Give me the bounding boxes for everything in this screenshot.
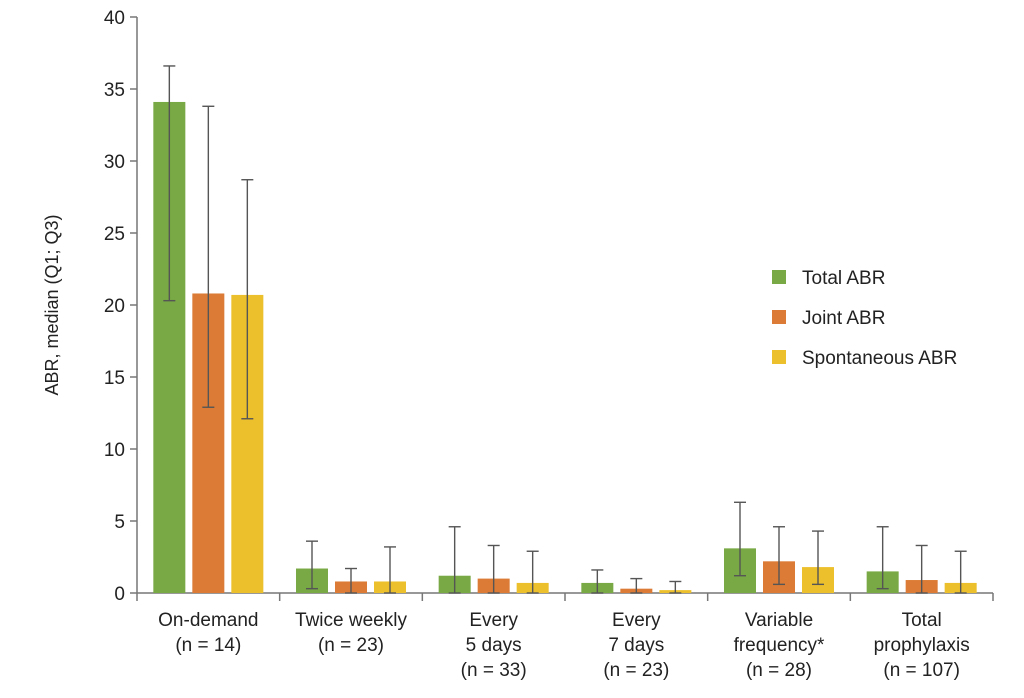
y-tick-label: 5 — [114, 512, 125, 533]
x-category-label: (n = 107) — [883, 660, 960, 681]
x-category-label: 5 days — [466, 635, 522, 656]
x-category-label: (n = 23) — [603, 660, 669, 681]
x-category-label: Every — [612, 610, 661, 631]
legend-swatch — [772, 270, 786, 284]
category-labels: On-demand (n = 14) Twice weekly (n = 23) Eve… — [158, 610, 970, 681]
x-axis — [136, 592, 994, 601]
y-tick-label: 10 — [104, 440, 125, 461]
error-bars-group — [163, 65, 967, 594]
legend-label: Joint ABR — [802, 308, 885, 329]
legend-label: Spontaneous ABR — [802, 348, 957, 369]
y-tick-label: 15 — [104, 368, 125, 389]
y-axis-title: ABR, median (Q1; Q3) — [42, 214, 62, 395]
x-category-label: frequency* — [734, 635, 825, 656]
x-category-label: (n = 28) — [746, 660, 812, 681]
legend-swatch — [772, 310, 786, 324]
y-tick-label: 25 — [104, 224, 125, 245]
y-tick-label: 35 — [104, 80, 125, 101]
y-tick-label: 20 — [104, 296, 125, 317]
x-category-label: On-demand — [158, 610, 258, 631]
x-category-label: (n = 14) — [175, 635, 241, 656]
y-tick-label: 40 — [104, 8, 125, 29]
x-category-label: prophylaxis — [874, 635, 970, 656]
x-category-label: Variable — [745, 610, 813, 631]
x-category-label: Total — [902, 610, 942, 631]
legend: Total ABR Joint ABR Spontaneous ABR — [772, 268, 957, 369]
x-category-label: 7 days — [608, 635, 664, 656]
y-tick-label: 0 — [114, 584, 125, 605]
x-category-label: Every — [469, 610, 518, 631]
x-category-label: (n = 33) — [461, 660, 527, 681]
x-category-label: Twice weekly — [295, 610, 407, 631]
legend-swatch — [772, 350, 786, 364]
x-category-label: (n = 23) — [318, 635, 384, 656]
legend-label: Total ABR — [802, 268, 885, 289]
y-tick-label: 30 — [104, 152, 125, 173]
y-axis: 0 5 10 15 20 25 30 35 40 — [104, 8, 138, 605]
